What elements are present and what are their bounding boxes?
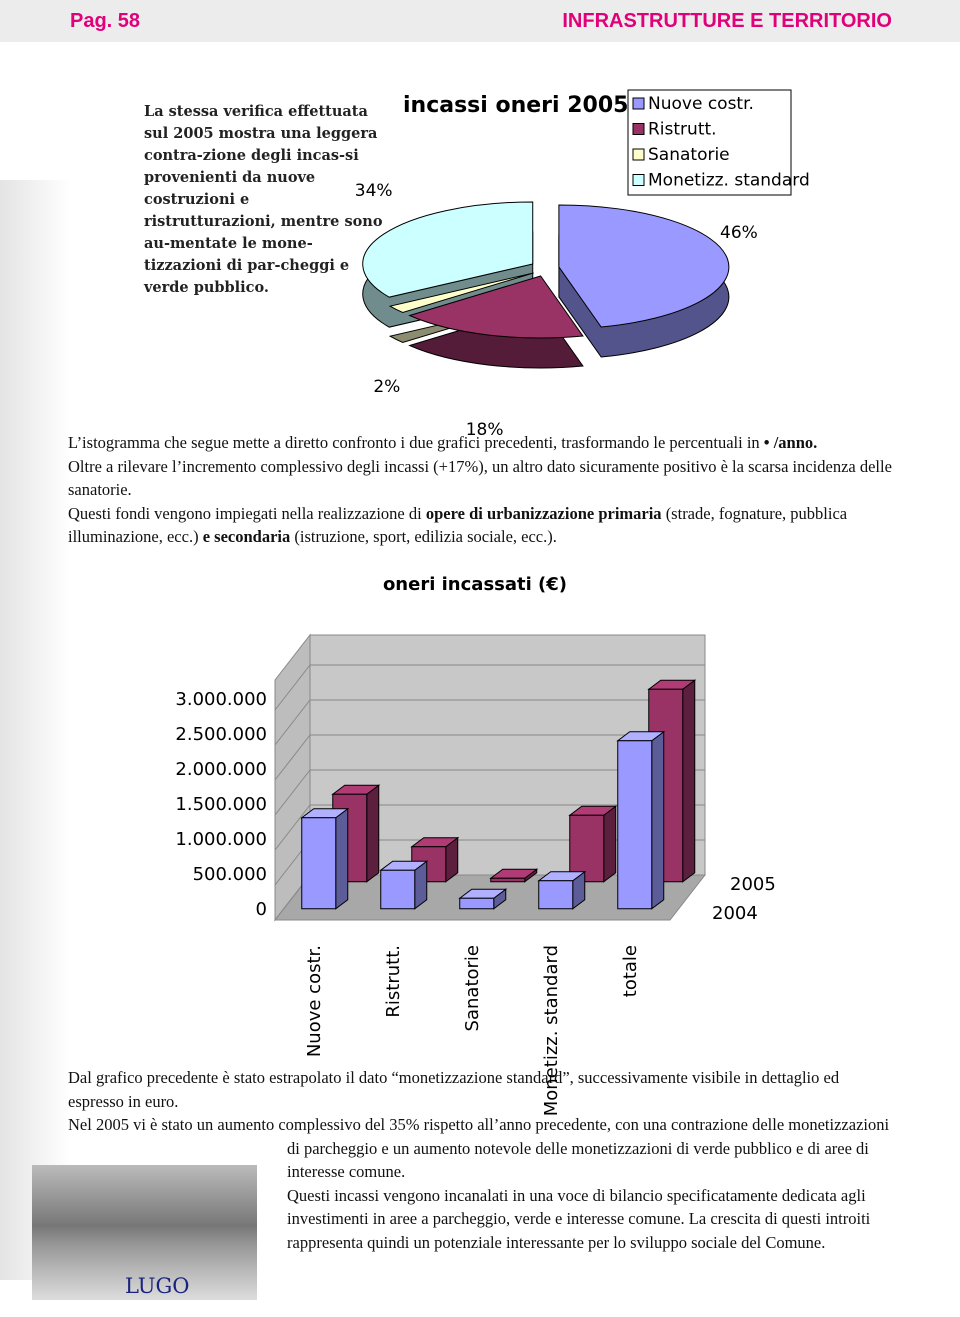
text-run: Oltre a rilevare l’incremento complessiv… bbox=[68, 456, 892, 500]
y-tick-label: 1.000.000 bbox=[175, 829, 267, 850]
legend-swatch bbox=[632, 123, 645, 135]
note-line: sul 2005 mostra una leggera bbox=[144, 125, 378, 142]
text-run: e secondaria bbox=[202, 527, 291, 546]
bar-side bbox=[651, 730, 665, 910]
section-title: INFRASTRUTTURE E TERRITORIO bbox=[562, 10, 892, 32]
legend-label: Monetizz. standard bbox=[648, 171, 810, 191]
legend-label: 2004 bbox=[712, 903, 758, 924]
slice bbox=[558, 204, 730, 328]
grid-line bbox=[274, 734, 311, 781]
page-number: Pag. 58 bbox=[70, 10, 141, 32]
text-block: L’istogramma che segue mette a diretto c… bbox=[68, 431, 894, 549]
note-line: verde pubblico. bbox=[144, 279, 269, 296]
bar bbox=[569, 814, 605, 883]
legend-label: Nuove costr. bbox=[648, 94, 754, 114]
bar bbox=[301, 817, 337, 910]
note-line: provenienti da nuove bbox=[144, 169, 316, 186]
text-run: (strade, fognature, pubblica illuminazio… bbox=[68, 503, 848, 547]
paragraph: Oltre a rilevare l’incremento complessiv… bbox=[68, 455, 894, 502]
bar bbox=[459, 897, 495, 910]
legend-label: Sanatorie bbox=[648, 145, 730, 165]
bar bbox=[380, 869, 416, 910]
grid-line bbox=[274, 769, 311, 816]
paragraph: Questi fondi vengono impiegati nella rea… bbox=[68, 502, 894, 549]
y-tick-label: 2.500.000 bbox=[175, 724, 267, 745]
x-tick-label: Nuove costr. bbox=[304, 945, 325, 1057]
paragraph: Questi incassi vengono incanalati in una… bbox=[287, 1185, 871, 1252]
note-line: contra-zione degli incas-si bbox=[144, 147, 359, 164]
legend-label: Ristrutt. bbox=[648, 120, 717, 140]
bar-side bbox=[682, 679, 696, 883]
data-label: 46% bbox=[720, 223, 758, 243]
text-run: opere di urbanizzazione primaria bbox=[425, 503, 662, 523]
bar bbox=[538, 880, 574, 910]
bar bbox=[490, 877, 526, 883]
data-label: 34% bbox=[355, 181, 393, 201]
grid-line bbox=[274, 699, 311, 746]
chart-title: oneri incassati (€) bbox=[383, 574, 567, 595]
header: Pag. 58 INFRASTRUTTURE E TERRITORIO bbox=[0, 0, 960, 42]
data-label: 2% bbox=[373, 377, 400, 397]
legend-label: 2005 bbox=[730, 874, 776, 895]
grid-line bbox=[274, 664, 311, 711]
text-block: Dal grafico precedente è stato estrapola… bbox=[68, 1066, 894, 1113]
x-tick-label: Monetizz. standard bbox=[541, 945, 562, 1116]
y-tick-label: 2.000.000 bbox=[175, 759, 267, 780]
y-tick-label: 3.000.000 bbox=[175, 689, 267, 710]
note-line: La stessa verifica effettuata bbox=[144, 103, 368, 120]
text-run: • /anno. bbox=[763, 433, 818, 452]
legend-swatch bbox=[632, 148, 645, 161]
note-line: tizzazioni di par-cheggi e bbox=[144, 257, 350, 274]
slice bbox=[362, 201, 534, 298]
note-line: au-mentate le mone- bbox=[144, 235, 313, 252]
text-run: L’istogramma che segue mette a diretto c… bbox=[68, 433, 764, 452]
text-block: Nel 2005 vi è stato un aumento complessi… bbox=[68, 1113, 894, 1254]
texture bbox=[0, 180, 70, 1280]
x-tick-label: Ristrutt. bbox=[383, 945, 404, 1018]
text-run: Questi fondi vengono impiegati nella rea… bbox=[68, 503, 426, 523]
y-tick-label: 500.000 bbox=[193, 864, 267, 885]
legend-swatch bbox=[632, 174, 645, 186]
legend-swatch bbox=[632, 97, 645, 110]
note-line: costruzioni e bbox=[144, 191, 250, 208]
bar-side bbox=[335, 807, 349, 910]
data-label: 18% bbox=[466, 420, 504, 440]
text-run: (istruzione, sport, edilizia sociale, ec… bbox=[290, 527, 557, 546]
y-tick-label: 0 bbox=[256, 899, 267, 920]
grid-line bbox=[274, 804, 311, 851]
chart-title: incassi oneri 2005 bbox=[403, 93, 628, 118]
caption: LUGO bbox=[125, 1274, 190, 1298]
bar-side bbox=[366, 784, 380, 883]
note-line: ristrutturazioni, mentre sono bbox=[144, 213, 383, 230]
paragraph: Nel 2005 vi è stato un aumento complessi… bbox=[68, 1115, 890, 1181]
x-tick-label: totale bbox=[620, 945, 641, 997]
note: La stessa verifica effettuata sul 2005 mo… bbox=[144, 101, 383, 299]
paragraph: L’istogramma che segue mette a diretto c… bbox=[68, 431, 894, 455]
y-tick-label: 1.500.000 bbox=[175, 794, 267, 815]
slice bbox=[408, 275, 584, 339]
legend-box bbox=[627, 89, 792, 196]
photo bbox=[32, 1165, 257, 1300]
x-tick-label: Sanatorie bbox=[462, 945, 483, 1031]
bar-side bbox=[603, 805, 617, 883]
slice bbox=[388, 272, 534, 313]
bar bbox=[617, 740, 653, 910]
paragraph: Dal grafico precedente è stato estrapola… bbox=[68, 1068, 840, 1111]
